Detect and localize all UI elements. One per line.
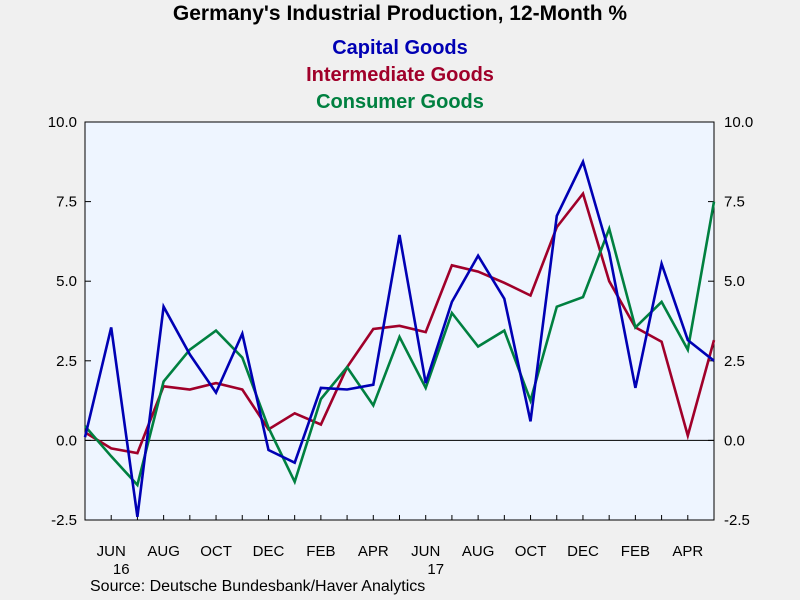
chart-source: Source: Deutsche Bundesbank/Haver Analyt…	[90, 578, 426, 595]
y-tick-label-left: 5.0	[56, 273, 77, 290]
x-tick-label: APR	[672, 543, 703, 560]
x-tick-label: OCT	[200, 543, 232, 560]
y-tick-label-left: -2.5	[51, 512, 77, 529]
series-line-intermediate-goods	[84, 190, 716, 455]
x-tick-label: JUN	[411, 543, 440, 560]
x-tick-label: FEB	[621, 543, 650, 560]
y-tick-label-right: 0.0	[724, 432, 745, 449]
legend-capital-goods: Capital Goods	[332, 37, 468, 59]
y-tick-label-right: 10.0	[724, 114, 753, 131]
series-line-capital-goods	[83, 158, 715, 517]
x-tick-label: JUN	[97, 543, 126, 560]
x-tick-label: FEB	[306, 543, 335, 560]
x-tick-label: AUG	[462, 543, 495, 560]
series-line-consumer-goods	[84, 201, 716, 488]
y-tick-label-right: 7.5	[724, 194, 745, 211]
chart-title: Germany's Industrial Production, 12-Mont…	[172, 2, 628, 25]
y-tick-label-left: 7.5	[56, 194, 77, 211]
x-year-label: 16	[113, 561, 130, 578]
legend-consumer-goods: Consumer Goods	[316, 91, 484, 113]
y-tick-label-left: 2.5	[56, 353, 77, 370]
x-tick-label: DEC	[567, 543, 599, 560]
plot-area	[84, 121, 715, 521]
x-tick-label: OCT	[515, 543, 547, 560]
y-tick-label-right: 5.0	[724, 273, 745, 290]
y-tick-label-right: -2.5	[724, 512, 750, 529]
y-tick-label-left: 0.0	[56, 432, 77, 449]
y-tick-label-right: 2.5	[724, 353, 745, 370]
x-tick-label: AUG	[147, 543, 180, 560]
x-year-label: 17	[427, 561, 444, 578]
legend-intermediate-goods: Intermediate Goods	[306, 64, 494, 86]
x-tick-label: DEC	[253, 543, 285, 560]
x-tick-label: APR	[358, 543, 389, 560]
y-tick-label-left: 10.0	[48, 114, 77, 131]
